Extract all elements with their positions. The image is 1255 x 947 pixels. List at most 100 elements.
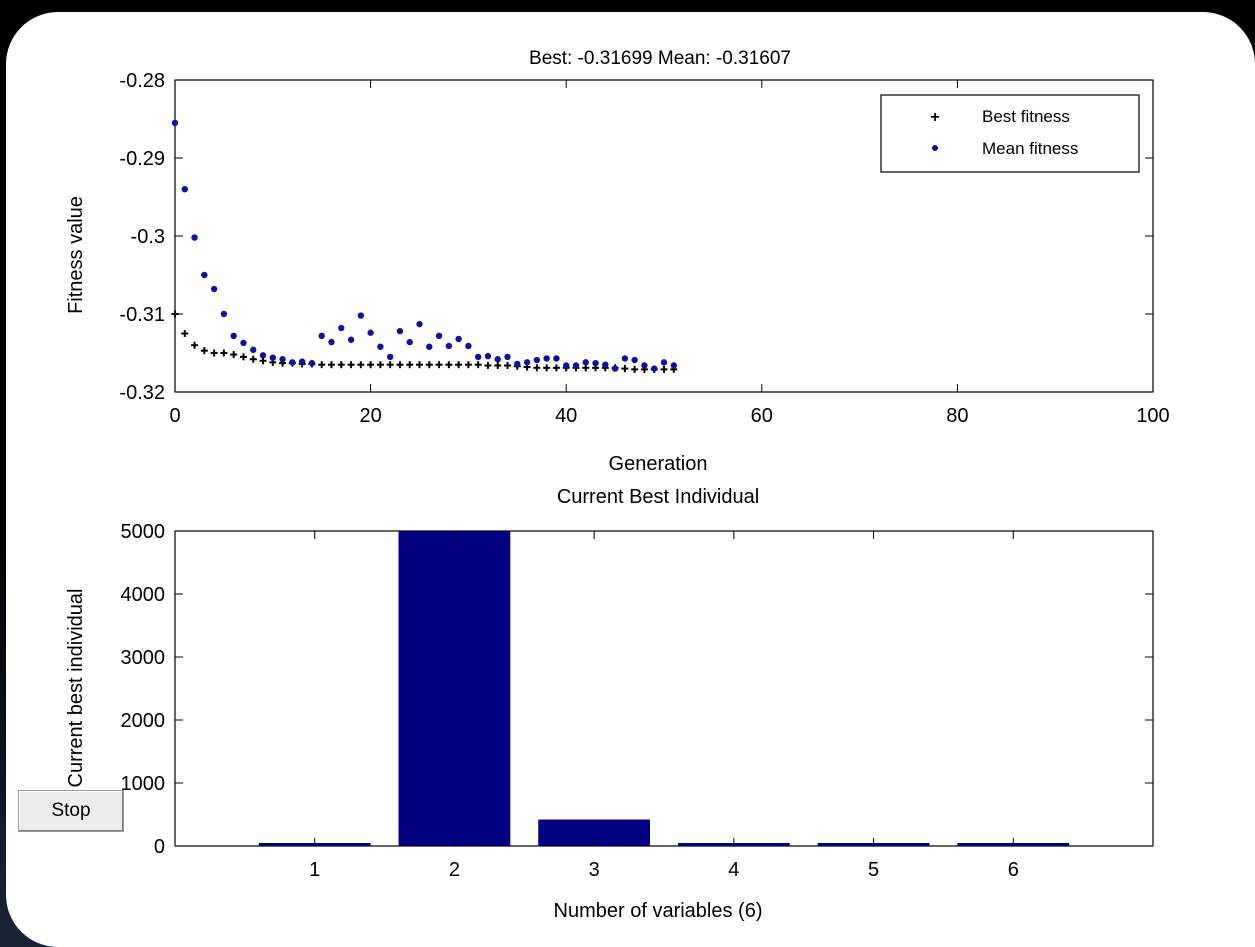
mean-fitness-point xyxy=(367,329,374,336)
best-fitness-point xyxy=(220,349,228,357)
legend-label-mean: Mean fitness xyxy=(982,139,1078,158)
mean-fitness-point xyxy=(289,359,296,366)
mean-fitness-point xyxy=(611,365,619,372)
mean-fitness-point xyxy=(191,234,198,241)
best-fitness-point xyxy=(416,361,423,369)
mean-fitness-point xyxy=(651,365,658,372)
mean-fitness-point xyxy=(201,271,208,279)
best-fitness-point xyxy=(239,353,247,361)
best-fitness-point xyxy=(367,361,375,369)
best-fitness-point xyxy=(318,361,326,369)
mean-fitness-point xyxy=(377,343,384,350)
y-tick-label: -0.31 xyxy=(119,304,165,326)
mean-fitness-point xyxy=(484,352,492,360)
fitness-plot-legend: + Best fitness Mean fitness xyxy=(880,94,1140,173)
mean-fitness-point xyxy=(171,119,179,127)
fitness-plot-ticks: 0 20 40 60 80 100 -0.28 -0.29 -0.3 -0.31 -0.32 xyxy=(119,70,1169,427)
x-tick-label: 5 xyxy=(868,859,879,881)
best-fitness-point xyxy=(327,361,335,369)
best-fitness-point xyxy=(376,361,384,369)
y-tick-label: 1000 xyxy=(121,773,166,795)
best-fitness-point xyxy=(621,365,629,373)
individual-plot-ylabel: Current best individual xyxy=(65,589,87,788)
mean-fitness-point xyxy=(465,342,472,350)
mean-fitness-point xyxy=(523,359,531,366)
best-fitness-point xyxy=(474,361,482,369)
legend-label-best: Best fitness xyxy=(982,107,1070,126)
fitness-plot-ylabel: Fitness value xyxy=(65,196,87,314)
legend-marker-best: + xyxy=(930,109,939,126)
mean-fitness-point xyxy=(220,310,228,318)
mean-fitness-point xyxy=(621,355,629,362)
mean-fitness-point xyxy=(426,343,433,350)
mean-fitness-point xyxy=(357,312,365,319)
x-tick-label: 4 xyxy=(728,859,739,881)
individual-plot-marks xyxy=(258,531,1070,846)
mean-fitness-point xyxy=(631,356,638,364)
fitness-plot-xlabel: Generation xyxy=(609,453,708,475)
best-fitness-point xyxy=(552,364,560,372)
y-tick-label: 3000 xyxy=(121,647,166,669)
best-fitness-point xyxy=(337,361,345,369)
y-tick-label: 2000 xyxy=(121,710,166,732)
y-tick-label: -0.3 xyxy=(131,226,165,248)
mean-fitness-point xyxy=(494,356,501,363)
best-fitness-point xyxy=(494,361,502,369)
best-fitness-point xyxy=(631,365,639,373)
mean-fitness-point xyxy=(298,358,306,365)
best-fitness-point xyxy=(425,361,433,369)
best-fitness-point xyxy=(249,355,257,363)
mean-fitness-point xyxy=(455,335,462,343)
best-fitness-point xyxy=(357,361,365,369)
mean-fitness-point xyxy=(250,346,257,354)
mean-fitness-point xyxy=(474,353,482,361)
figure-canvas: Best: -0.31699 Mean: -0.31607 0 20 40 60 80 1… xyxy=(65,48,1170,922)
best-fitness-point xyxy=(200,347,208,355)
mean-fitness-point xyxy=(308,359,316,367)
mean-fitness-point xyxy=(563,362,570,369)
x-tick-label: 3 xyxy=(589,859,600,881)
mean-fitness-point xyxy=(592,359,599,367)
x-tick-label: 20 xyxy=(359,405,381,427)
mean-fitness-point xyxy=(240,339,247,347)
mean-fitness-point xyxy=(338,324,345,332)
x-tick-label: 40 xyxy=(555,405,577,427)
y-tick-label: -0.32 xyxy=(119,382,165,404)
fitness-plot-title: Best: -0.31699 Mean: -0.31607 xyxy=(529,48,791,69)
x-tick-label: 60 xyxy=(751,405,773,427)
mean-fitness-point xyxy=(572,362,580,369)
y-tick-label: 0 xyxy=(154,836,165,858)
legend-marker-mean xyxy=(932,145,938,151)
mean-fitness-point xyxy=(396,327,404,335)
x-tick-label: 2 xyxy=(449,859,460,881)
x-tick-label: 0 xyxy=(169,405,180,427)
y-tick-label: -0.28 xyxy=(119,70,165,92)
best-fitness-point xyxy=(543,364,551,372)
individual-plot-title: Current Best Individual xyxy=(557,486,759,508)
mean-fitness-point xyxy=(533,356,541,364)
best-fitness-point xyxy=(230,351,238,359)
mean-fitness-point xyxy=(328,338,335,346)
best-fitness-point xyxy=(386,361,394,369)
best-fitness-point xyxy=(455,361,463,369)
y-tick-label: 4000 xyxy=(121,584,166,606)
fitness-plot-marks xyxy=(171,119,678,373)
x-tick-label: 1 xyxy=(309,859,320,881)
mean-fitness-point xyxy=(347,336,355,343)
best-fitness-point xyxy=(347,361,355,369)
mean-fitness-point xyxy=(210,285,218,293)
legend-box xyxy=(880,94,1140,173)
best-fitness-point xyxy=(445,361,453,369)
mean-fitness-point xyxy=(504,353,511,361)
stop-button[interactable]: Stop xyxy=(18,790,124,832)
x-tick-label: 6 xyxy=(1008,859,1019,881)
best-fitness-point xyxy=(504,361,512,369)
individual-plot-xlabel: Number of variables (6) xyxy=(554,900,763,922)
fitness-plot: Best: -0.31699 Mean: -0.31607 0 20 40 60 80 1… xyxy=(65,48,1170,475)
best-fitness-point xyxy=(464,361,472,369)
mean-fitness-point xyxy=(318,332,325,340)
mean-fitness-point xyxy=(386,353,394,361)
mean-fitness-point xyxy=(641,362,648,369)
x-tick-label: 80 xyxy=(946,405,968,427)
mean-fitness-point xyxy=(514,360,521,368)
